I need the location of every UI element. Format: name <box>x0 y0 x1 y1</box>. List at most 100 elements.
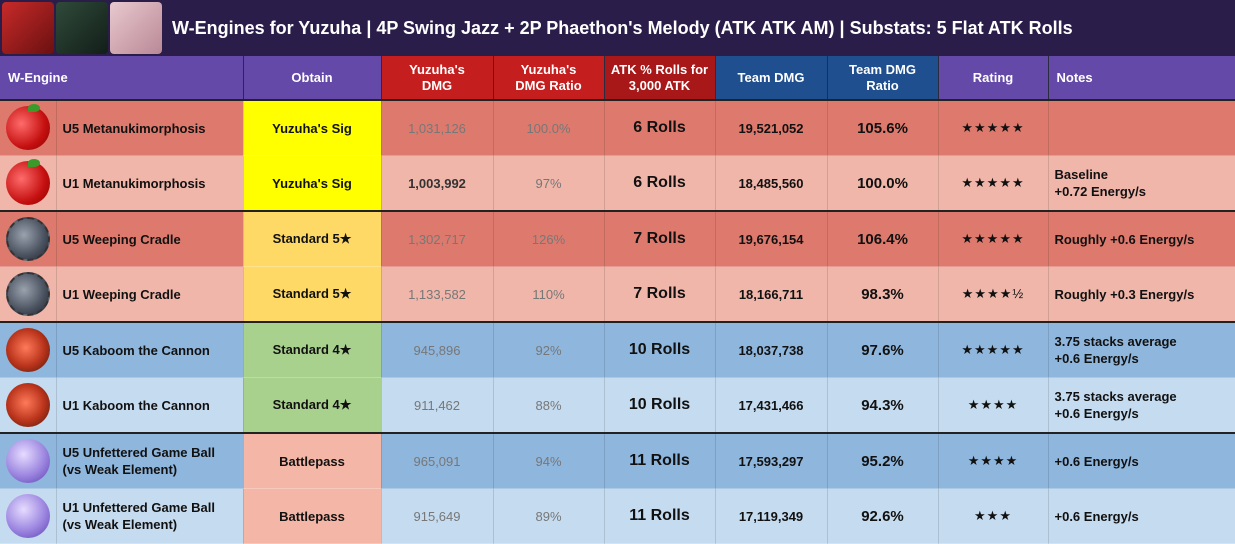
table-row: U1 Weeping Cradle Standard 5★ 1,133,582 … <box>0 266 1235 323</box>
team-dmg-cell: 17,593,297 <box>715 432 828 489</box>
icon-cell <box>0 155 57 212</box>
team-ratio-cell: 106.4% <box>827 210 939 267</box>
notes-cell: Roughly +0.3 Energy/s <box>1048 266 1235 323</box>
rating-cell: ★★★★★ <box>938 99 1049 156</box>
icon-cell <box>0 321 57 378</box>
team-ratio-cell: 92.6% <box>827 488 939 544</box>
obtain-cell: Standard 4★ <box>243 321 382 378</box>
wengine-name: U5 Metanukimorphosis <box>56 99 244 156</box>
wengine-name: U5 Weeping Cradle <box>56 210 244 267</box>
icon-cell <box>0 210 57 267</box>
team-ratio-cell: 100.0% <box>827 155 939 212</box>
character-avatars <box>2 2 162 54</box>
table-row: U5 Kaboom the Cannon Standard 4★ 945,896… <box>0 321 1235 378</box>
dmg-cell: 915,649 <box>381 488 494 544</box>
rolls-cell: 10 Rolls <box>604 377 716 434</box>
team-dmg-cell: 19,521,052 <box>715 99 828 156</box>
header-dmg-ratio-label: Yuzuha's DMG Ratio <box>515 61 582 93</box>
obtain-cell: Standard 5★ <box>243 210 382 267</box>
dmg-cell: 965,091 <box>381 432 494 489</box>
rolls-cell: 11 Rolls <box>604 488 716 544</box>
dmg-cell: 1,031,126 <box>381 99 494 156</box>
table-row: U1 Unfettered Game Ball (vs Weak Element… <box>0 488 1235 544</box>
rating-cell: ★★★★★ <box>938 210 1049 267</box>
wengine-name: U1 Kaboom the Cannon <box>56 377 244 434</box>
wengine-name: U5 Unfettered Game Ball (vs Weak Element… <box>56 432 244 489</box>
dmg-ratio-cell: 110% <box>493 266 605 323</box>
header-atk-rolls-label: ATK % Rolls for 3,000 ATK <box>610 61 709 93</box>
wengine-table: W-Engine Obtain Yuzuha's DMG Yuzuha's DM… <box>0 56 1235 544</box>
team-ratio-cell: 95.2% <box>827 432 939 489</box>
rolls-cell: 11 Rolls <box>604 432 716 489</box>
dmg-ratio-cell: 126% <box>493 210 605 267</box>
team-dmg-cell: 18,166,711 <box>715 266 828 323</box>
dmg-cell: 1,003,992 <box>381 155 494 212</box>
icon-cell <box>0 432 57 489</box>
notes-cell: +0.6 Energy/s <box>1048 488 1235 544</box>
rating-cell: ★★★★ <box>938 377 1049 434</box>
icon-cell <box>0 377 57 434</box>
rating-cell: ★★★★½ <box>938 266 1049 323</box>
rating-cell: ★★★★★ <box>938 321 1049 378</box>
cradle-icon <box>5 272 50 316</box>
avatar <box>2 2 54 54</box>
wengine-name: U1 Unfettered Game Ball (vs Weak Element… <box>56 488 244 544</box>
team-ratio-cell: 98.3% <box>827 266 939 323</box>
notes-cell: +0.6 Energy/s <box>1048 432 1235 489</box>
dmg-ratio-cell: 94% <box>493 432 605 489</box>
dmg-ratio-cell: 97% <box>493 155 605 212</box>
team-dmg-cell: 18,485,560 <box>715 155 828 212</box>
notes-cell: Roughly +0.6 Energy/s <box>1048 210 1235 267</box>
rolls-cell: 7 Rolls <box>604 266 716 323</box>
obtain-cell: Yuzuha's Sig <box>243 155 382 212</box>
apple-icon <box>5 104 50 150</box>
header-dmg-ratio: Yuzuha's DMG Ratio <box>493 56 605 100</box>
apple-icon <box>5 159 50 205</box>
obtain-cell: Battlepass <box>243 432 382 489</box>
title-bar: W-Engines for Yuzuha | 4P Swing Jazz + 2… <box>0 0 1235 58</box>
rating-cell: ★★★★ <box>938 432 1049 489</box>
notes-cell: 3.75 stacks average +0.6 Energy/s <box>1048 377 1235 434</box>
rolls-cell: 6 Rolls <box>604 155 716 212</box>
table-row: U5 Weeping Cradle Standard 5★ 1,302,717 … <box>0 210 1235 267</box>
icon-cell <box>0 488 57 544</box>
rating-cell: ★★★ <box>938 488 1049 544</box>
team-dmg-cell: 17,119,349 <box>715 488 828 544</box>
rolls-cell: 6 Rolls <box>604 99 716 156</box>
icon-cell <box>0 266 57 323</box>
team-dmg-cell: 19,676,154 <box>715 210 828 267</box>
header-notes: Notes <box>1048 56 1235 100</box>
rating-cell: ★★★★★ <box>938 155 1049 212</box>
rolls-cell: 7 Rolls <box>604 210 716 267</box>
header-rating: Rating <box>938 56 1049 100</box>
dmg-cell: 945,896 <box>381 321 494 378</box>
notes-cell: 3.75 stacks average +0.6 Energy/s <box>1048 321 1235 378</box>
game-ball-icon <box>5 439 50 483</box>
avatar <box>110 2 162 54</box>
table-header-row: W-Engine Obtain Yuzuha's DMG Yuzuha's DM… <box>0 56 1235 100</box>
header-team-dmg: Team DMG <box>715 56 828 100</box>
team-dmg-cell: 17,431,466 <box>715 377 828 434</box>
obtain-cell: Battlepass <box>243 488 382 544</box>
table-row: U5 Metanukimorphosis Yuzuha's Sig 1,031,… <box>0 99 1235 156</box>
header-atk-rolls: ATK % Rolls for 3,000 ATK <box>604 56 716 100</box>
header-dmg: Yuzuha's DMG <box>381 56 494 100</box>
header-dmg-label: Yuzuha's DMG <box>409 61 465 93</box>
kaboom-icon <box>5 383 50 427</box>
rolls-cell: 10 Rolls <box>604 321 716 378</box>
wengine-name: U1 Weeping Cradle <box>56 266 244 323</box>
cradle-icon <box>5 217 50 261</box>
obtain-cell: Yuzuha's Sig <box>243 99 382 156</box>
dmg-ratio-cell: 100.0% <box>493 99 605 156</box>
wengine-name: U5 Kaboom the Cannon <box>56 321 244 378</box>
dmg-ratio-cell: 92% <box>493 321 605 378</box>
table-row: U5 Unfettered Game Ball (vs Weak Element… <box>0 432 1235 489</box>
dmg-cell: 1,133,582 <box>381 266 494 323</box>
header-team-ratio-label: Team DMG Ratio <box>849 61 916 93</box>
table-row: U1 Metanukimorphosis Yuzuha's Sig 1,003,… <box>0 155 1235 212</box>
notes-cell: Baseline +0.72 Energy/s <box>1048 155 1235 212</box>
dmg-cell: 1,302,717 <box>381 210 494 267</box>
team-dmg-cell: 18,037,738 <box>715 321 828 378</box>
obtain-cell: Standard 4★ <box>243 377 382 434</box>
